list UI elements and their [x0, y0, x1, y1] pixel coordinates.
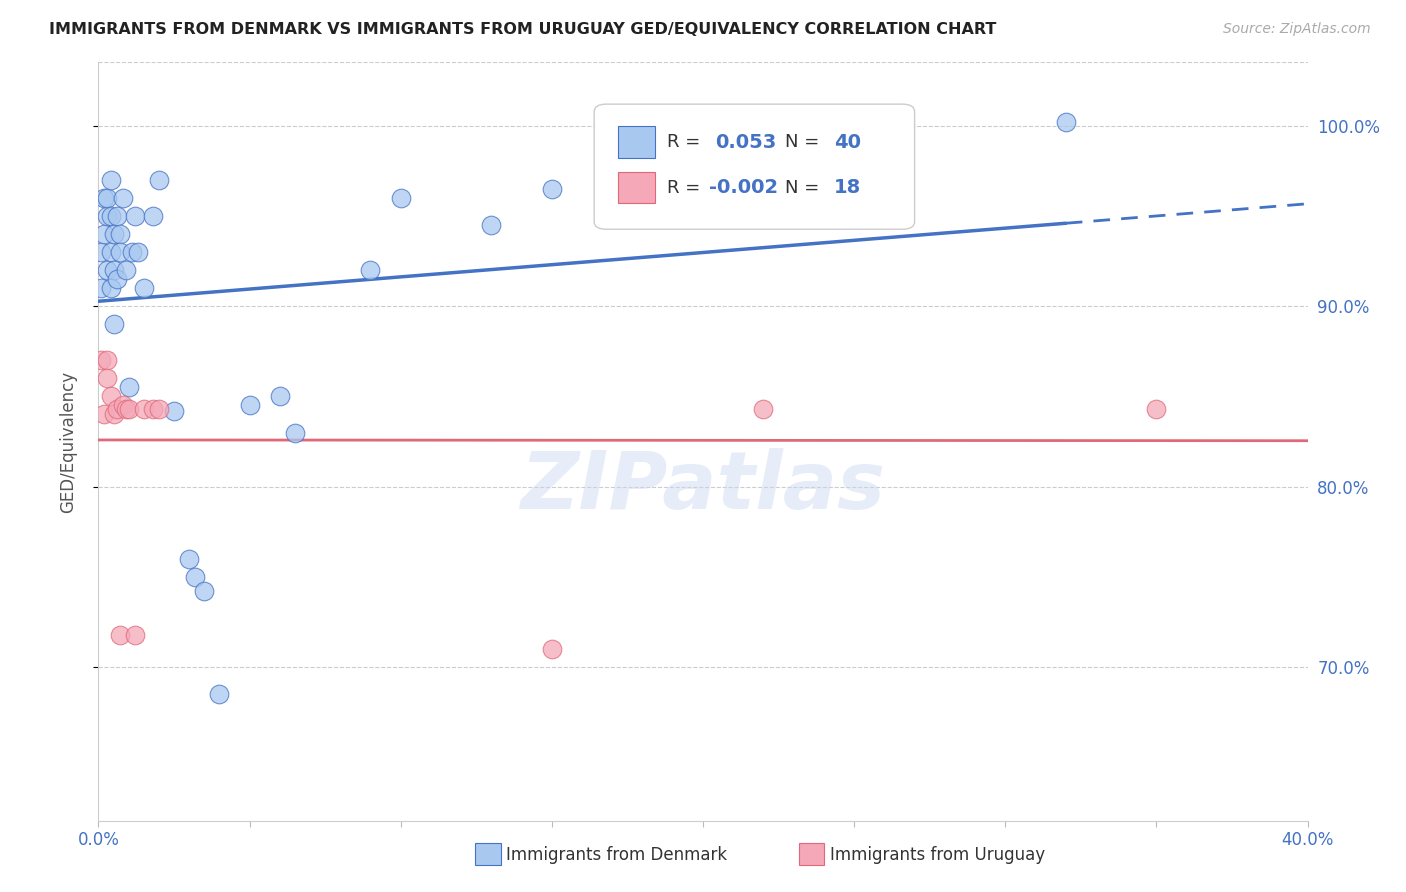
Point — [118, 380, 141, 394]
Point — [114, 263, 136, 277]
Point — [93, 191, 115, 205]
Point — [103, 263, 125, 277]
Point — [148, 173, 170, 187]
Text: ZIPatlas: ZIPatlas — [520, 448, 886, 526]
Text: 40: 40 — [834, 133, 860, 152]
Point — [481, 218, 503, 232]
Point — [90, 281, 112, 295]
Point — [100, 209, 122, 223]
Point — [111, 191, 134, 205]
Text: Immigrants from Uruguay: Immigrants from Uruguay — [830, 846, 1045, 863]
Point — [103, 408, 125, 422]
Point — [90, 244, 112, 259]
Point — [124, 628, 146, 642]
Point — [105, 272, 128, 286]
Text: R =: R = — [666, 178, 706, 196]
Point — [108, 244, 131, 259]
FancyBboxPatch shape — [595, 104, 915, 229]
Point — [108, 628, 131, 642]
Point — [103, 227, 125, 241]
Point — [132, 402, 155, 417]
Point — [93, 408, 115, 422]
Point — [142, 209, 165, 223]
Text: 18: 18 — [834, 178, 860, 197]
Point — [105, 209, 128, 223]
Point — [100, 389, 122, 403]
Point — [163, 404, 186, 418]
Point — [103, 317, 125, 331]
Point — [127, 244, 149, 259]
Point — [111, 399, 134, 413]
Point — [752, 402, 775, 417]
Text: 0.053: 0.053 — [716, 133, 776, 152]
Point — [105, 402, 128, 417]
Point — [179, 552, 201, 566]
Point — [540, 182, 562, 196]
Point — [284, 425, 307, 440]
Point — [540, 642, 562, 657]
Point — [389, 191, 412, 205]
Point — [121, 244, 143, 259]
Point — [360, 263, 382, 277]
Point — [96, 191, 118, 205]
Y-axis label: GED/Equivalency: GED/Equivalency — [59, 370, 77, 513]
Point — [100, 244, 122, 259]
Text: R =: R = — [666, 133, 706, 151]
Text: N =: N = — [785, 133, 825, 151]
Point — [96, 263, 118, 277]
Point — [108, 227, 131, 241]
Text: -0.002: -0.002 — [709, 178, 778, 197]
Point — [100, 173, 122, 187]
Text: Immigrants from Denmark: Immigrants from Denmark — [506, 846, 727, 863]
Point — [90, 353, 112, 368]
Bar — [619, 171, 655, 203]
Point — [100, 281, 122, 295]
Point — [208, 687, 231, 701]
Point — [148, 402, 170, 417]
Point — [132, 281, 155, 295]
Text: N =: N = — [785, 178, 825, 196]
Point — [96, 353, 118, 368]
Point — [184, 570, 207, 584]
Point — [124, 209, 146, 223]
Point — [142, 402, 165, 417]
Point — [93, 227, 115, 241]
Point — [118, 402, 141, 417]
Text: Source: ZipAtlas.com: Source: ZipAtlas.com — [1223, 22, 1371, 37]
Point — [1144, 402, 1167, 417]
Point — [269, 389, 291, 403]
Point — [96, 209, 118, 223]
Text: IMMIGRANTS FROM DENMARK VS IMMIGRANTS FROM URUGUAY GED/EQUIVALENCY CORRELATION C: IMMIGRANTS FROM DENMARK VS IMMIGRANTS FR… — [49, 22, 997, 37]
Point — [193, 584, 215, 599]
Point — [114, 402, 136, 417]
Point — [1054, 115, 1077, 129]
Point — [96, 371, 118, 385]
Point — [239, 399, 262, 413]
Bar — [619, 126, 655, 158]
